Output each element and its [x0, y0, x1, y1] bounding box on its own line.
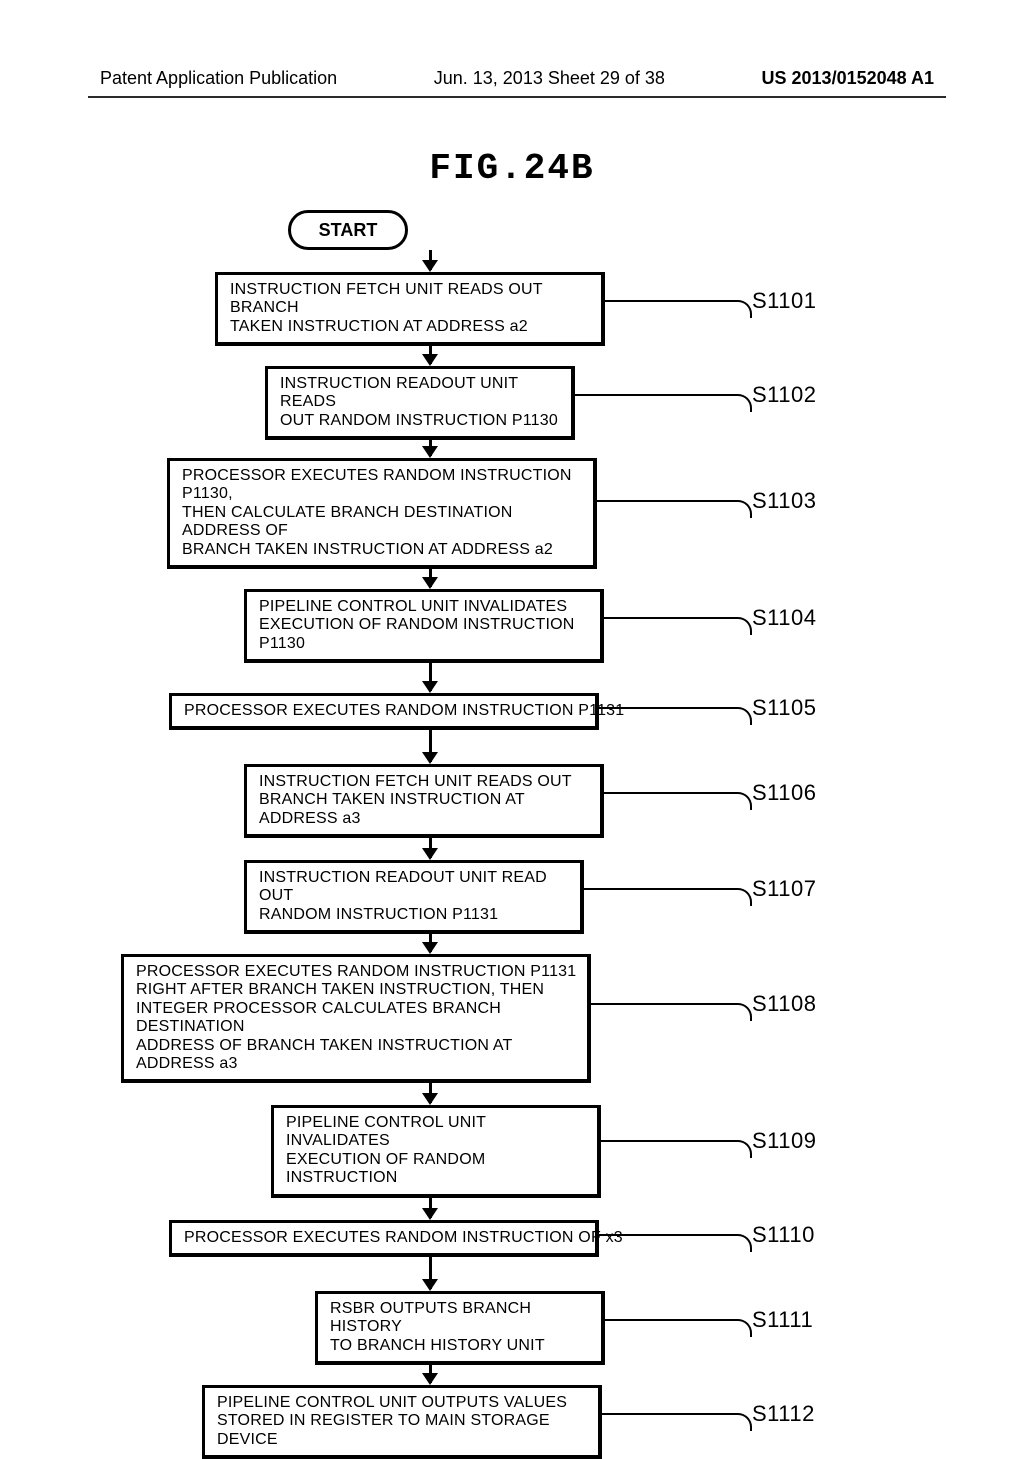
flow-step: INSTRUCTION FETCH UNIT READS OUT BRANCHT… [215, 272, 605, 346]
step-label: S1108 [752, 991, 816, 1017]
header-mid: Jun. 13, 2013 Sheet 29 of 38 [434, 68, 665, 89]
header-right: US 2013/0152048 A1 [762, 68, 934, 89]
step-label: S1102 [752, 382, 816, 408]
step-label: S1101 [752, 288, 816, 314]
step-label: S1109 [752, 1128, 816, 1154]
step-label: S1103 [752, 488, 816, 514]
flow-step: PIPELINE CONTROL UNIT OUTPUTS VALUESSTOR… [202, 1385, 602, 1459]
step-label: S1105 [752, 695, 816, 721]
flow-step: PROCESSOR EXECUTES RANDOM INSTRUCTION P1… [167, 458, 597, 569]
figure-title: FIG.24B [0, 148, 1024, 189]
page-header: Patent Application Publication Jun. 13, … [0, 68, 1024, 89]
start-node: START [288, 210, 408, 250]
flowchart: START INSTRUCTION FETCH UNIT READS OUT BR… [0, 210, 1024, 1459]
step-label: S1110 [752, 1222, 815, 1248]
step-label: S1106 [752, 780, 816, 806]
header-left: Patent Application Publication [100, 68, 337, 89]
step-label: S1107 [752, 876, 816, 902]
step-label: S1104 [752, 605, 816, 631]
step-label: S1112 [752, 1401, 815, 1427]
flow-step: PIPELINE CONTROL UNIT INVALIDATESEXECUTI… [244, 589, 604, 663]
flow-step: RSBR OUTPUTS BRANCH HISTORYTO BRANCH HIS… [315, 1291, 605, 1365]
flow-step: PROCESSOR EXECUTES RANDOM INSTRUCTION P1… [169, 693, 599, 730]
flow-step: PROCESSOR EXECUTES RANDOM INSTRUCTION OF… [169, 1220, 599, 1257]
step-label: S1111 [752, 1307, 813, 1333]
flow-step: PIPELINE CONTROL UNIT INVALIDATESEXECUTI… [271, 1105, 601, 1198]
flow-step: PROCESSOR EXECUTES RANDOM INSTRUCTION P1… [121, 954, 591, 1083]
flow-step: INSTRUCTION READOUT UNIT READ OUTRANDOM … [244, 860, 584, 934]
header-rule [88, 96, 946, 98]
flow-step: INSTRUCTION READOUT UNIT READSOUT RANDOM… [265, 366, 575, 440]
flow-step: INSTRUCTION FETCH UNIT READS OUTBRANCH T… [244, 764, 604, 838]
